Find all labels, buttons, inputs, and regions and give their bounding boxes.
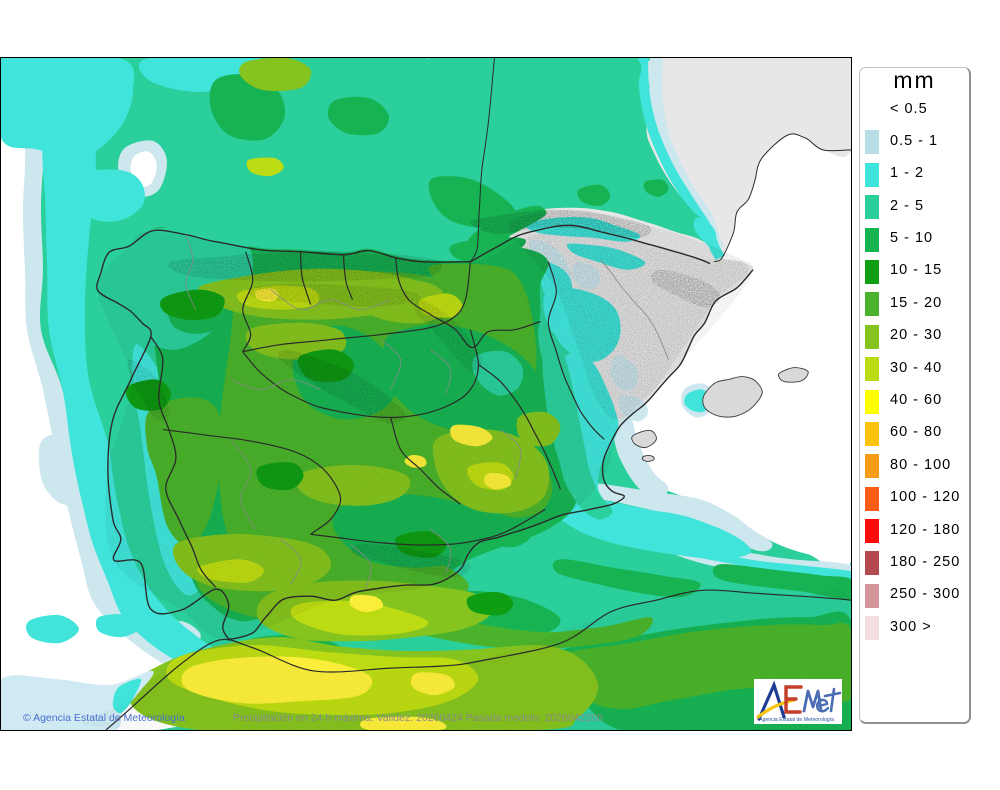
svg-text:Agencia Estatal de Meteorologí: Agencia Estatal de Meteorología (759, 717, 834, 723)
